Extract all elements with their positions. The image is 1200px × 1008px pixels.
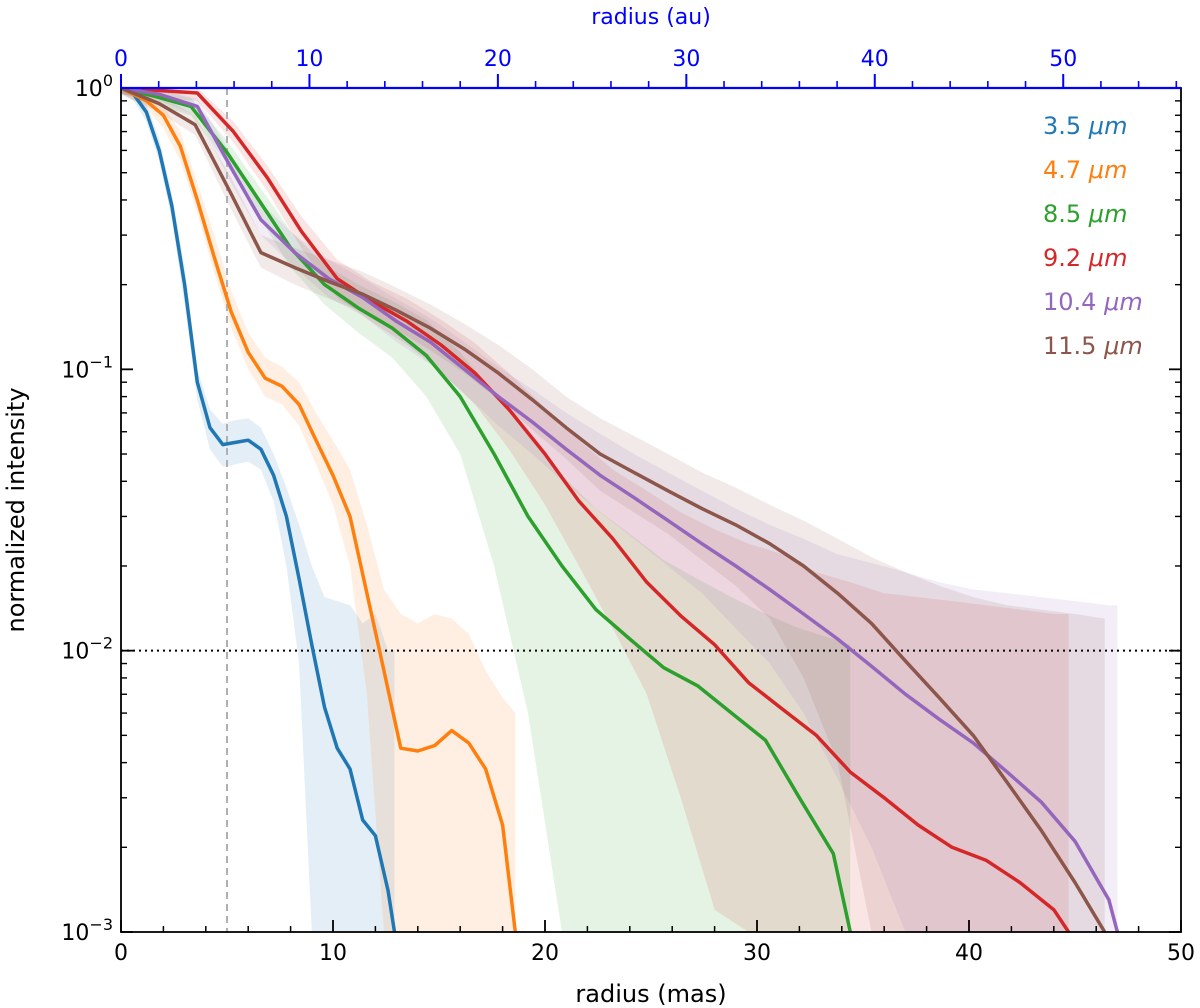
- y-tick-label: 10−1: [61, 352, 113, 383]
- line-3-5um: [121, 88, 397, 932]
- line-9-2um: [121, 88, 1071, 932]
- band-8-5um: [121, 88, 851, 932]
- band-9-2um: [121, 88, 1069, 932]
- line-8-5um: [121, 88, 853, 932]
- y-axis-title: normalized intensity: [2, 387, 30, 632]
- x-axis-title: radius (mas): [575, 980, 726, 1008]
- legend-entry: 8.5 μm: [1043, 200, 1127, 228]
- reference-lines: [121, 88, 1181, 932]
- y-tick-label: 10−2: [61, 634, 113, 665]
- top-tick-label: 20: [484, 47, 512, 72]
- legend-entry: 10.4 μm: [1043, 288, 1143, 316]
- x-tick-label: 30: [743, 941, 771, 966]
- x-tick-label: 0: [114, 941, 128, 966]
- band-3-5um: [121, 88, 395, 932]
- x-tick-label: 50: [1167, 941, 1195, 966]
- top-axis-title: radius (au): [591, 5, 711, 30]
- legend: 3.5 μm 4.7 μm 8.5 μm 9.2 μm 10.4 μm 11.5 μm: [1043, 112, 1143, 360]
- line-11-5um: [121, 88, 1107, 932]
- legend-entry: 4.7 μm: [1043, 156, 1127, 184]
- legend-entry: 3.5 μm: [1043, 112, 1127, 140]
- band-4-7um: [121, 88, 516, 932]
- x-tick-label: 10: [319, 941, 347, 966]
- top-tick-label: 40: [861, 47, 889, 72]
- top-tick-label: 30: [672, 47, 700, 72]
- series-lines: [121, 88, 1120, 932]
- top-tick-label: 0: [114, 47, 128, 72]
- line-4-7um: [121, 88, 518, 932]
- top-tick-label: 10: [295, 47, 323, 72]
- top-tick-label: 50: [1049, 47, 1077, 72]
- legend-entry: 11.5 μm: [1043, 332, 1143, 360]
- line-10-4um: [121, 88, 1120, 932]
- x-tick-label: 40: [955, 941, 983, 966]
- y-tick-label: 10−3: [61, 915, 113, 946]
- y-tick-label: 100: [75, 71, 113, 102]
- x-tick-label: 20: [531, 941, 559, 966]
- legend-entry: 9.2 μm: [1043, 244, 1127, 272]
